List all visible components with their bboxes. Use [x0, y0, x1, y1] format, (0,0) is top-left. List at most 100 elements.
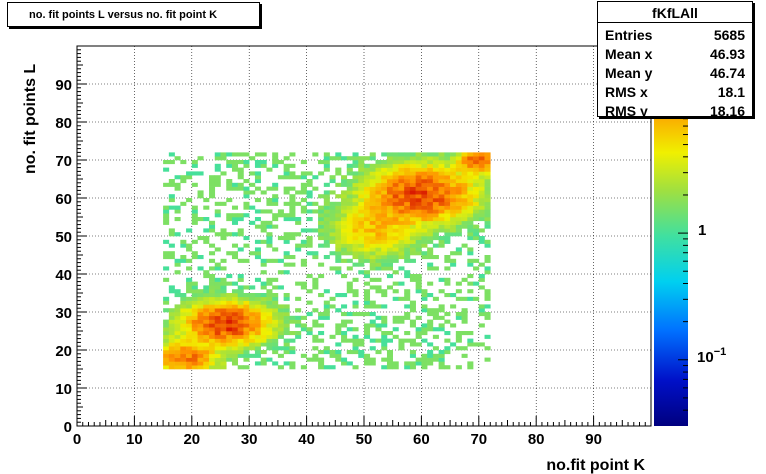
- heatmap-cell: [214, 334, 221, 339]
- heatmap-cell: [220, 236, 227, 241]
- heatmap-cell: [266, 342, 273, 347]
- heatmap-cell: [249, 346, 256, 351]
- heatmap-cell: [386, 182, 393, 187]
- heatmap-cell: [272, 160, 279, 165]
- heatmap-cell: [249, 353, 256, 358]
- heatmap-cell: [358, 312, 365, 317]
- heatmap-cell: [231, 152, 239, 157]
- heatmap-cell: [191, 217, 198, 222]
- heatmap-cell: [415, 289, 422, 294]
- heatmap-cell: [203, 205, 210, 210]
- heatmap-cell: [254, 353, 261, 358]
- heatmap-cell: [186, 258, 193, 263]
- colorbar-label-tenth: 10−1: [697, 346, 726, 366]
- heatmap-cell: [197, 346, 204, 351]
- heatmap-cell: [197, 365, 204, 370]
- heatmap-cell: [254, 224, 261, 229]
- heatmap-cell: [404, 296, 411, 301]
- heatmap-cell: [375, 285, 382, 290]
- heatmap-cell: [409, 182, 416, 187]
- heatmap-cell: [300, 258, 307, 263]
- heatmap-cell: [461, 171, 468, 176]
- heatmap-cell: [421, 353, 428, 358]
- heatmap-cell: [398, 319, 405, 324]
- heatmap-cell: [432, 217, 439, 222]
- heatmap-cell: [260, 239, 267, 244]
- heatmap-cell: [203, 350, 210, 355]
- heatmap-cell: [341, 179, 348, 184]
- heatmap-cell: [473, 160, 480, 165]
- heatmap-cell: [386, 247, 393, 252]
- heatmap-cell: [375, 323, 382, 328]
- heatmap-cell: [312, 277, 319, 282]
- heatmap-cell: [352, 156, 359, 161]
- heatmap-cell: [163, 346, 170, 351]
- heatmap-cell: [209, 190, 216, 195]
- heatmap-cell: [335, 205, 342, 210]
- heatmap-cell: [226, 338, 233, 343]
- heatmap-cell: [180, 319, 187, 324]
- heatmap-cell: [346, 190, 353, 195]
- heatmap-cell: [283, 350, 290, 355]
- heatmap-cell: [392, 255, 399, 260]
- heatmap-cell: [163, 217, 170, 222]
- heatmap-cell: [243, 308, 250, 313]
- heatmap-cell: [415, 239, 422, 244]
- heatmap-cell: [364, 300, 371, 305]
- heatmap-cell: [329, 239, 336, 244]
- heatmap-cell: [409, 239, 416, 244]
- heatmap-cell: [444, 209, 451, 214]
- heatmap-cell: [323, 255, 330, 260]
- heatmap-cell: [272, 304, 279, 309]
- heatmap-cell: [427, 319, 434, 324]
- heatmap-cell: [467, 156, 474, 161]
- heatmap-cell: [300, 281, 307, 286]
- heatmap-cell: [226, 163, 233, 168]
- heatmap-cell: [467, 186, 474, 191]
- heatmap-cell: [335, 228, 342, 233]
- heatmap-cell: [260, 296, 267, 301]
- heatmap-cell: [478, 198, 485, 203]
- heatmap-cell: [455, 365, 462, 370]
- heatmap-cell: [254, 300, 261, 305]
- heatmap-cell: [392, 247, 399, 252]
- heatmap-cell: [191, 289, 198, 294]
- heatmap-cell: [358, 205, 365, 210]
- heatmap-cell: [444, 205, 451, 210]
- heatmap-cell: [306, 209, 313, 214]
- heatmap-cell: [455, 224, 462, 229]
- heatmap-cell: [375, 350, 382, 355]
- x-tick-label: 10: [126, 431, 143, 448]
- heatmap-cell: [421, 357, 428, 362]
- heatmap-cell: [163, 350, 170, 355]
- heatmap-cell: [335, 213, 342, 218]
- heatmap-cell: [243, 194, 250, 199]
- heatmap-cell: [461, 201, 468, 206]
- heatmap-cell: [415, 171, 422, 176]
- heatmap-cell: [404, 232, 411, 237]
- heatmap-cell: [341, 198, 348, 203]
- heatmap-cell: [415, 236, 422, 241]
- heatmap-cell: [180, 243, 187, 248]
- heatmap-cell: [473, 213, 480, 218]
- heatmap-cell: [272, 258, 279, 263]
- heatmap-cell: [226, 198, 233, 203]
- heatmap-cell: [277, 209, 284, 214]
- heatmap-cell: [243, 179, 250, 184]
- heatmap-cell: [335, 342, 342, 347]
- heatmap-cell: [398, 236, 405, 241]
- heatmap-cell: [381, 228, 388, 233]
- heatmap-cell: [381, 182, 388, 187]
- heatmap-cell: [473, 190, 480, 195]
- heatmap-cell: [398, 228, 405, 233]
- heatmap-cell: [461, 346, 468, 351]
- heatmap-cell: [346, 236, 353, 241]
- heatmap-cell: [231, 319, 239, 324]
- heatmap-cell: [375, 266, 382, 271]
- heatmap-cell: [438, 243, 445, 248]
- heatmap-cell: [409, 232, 416, 237]
- heatmap-cell: [478, 342, 485, 347]
- heatmap-cell: [231, 323, 239, 328]
- heatmap-cell: [346, 228, 353, 233]
- heatmap-cell: [323, 346, 330, 351]
